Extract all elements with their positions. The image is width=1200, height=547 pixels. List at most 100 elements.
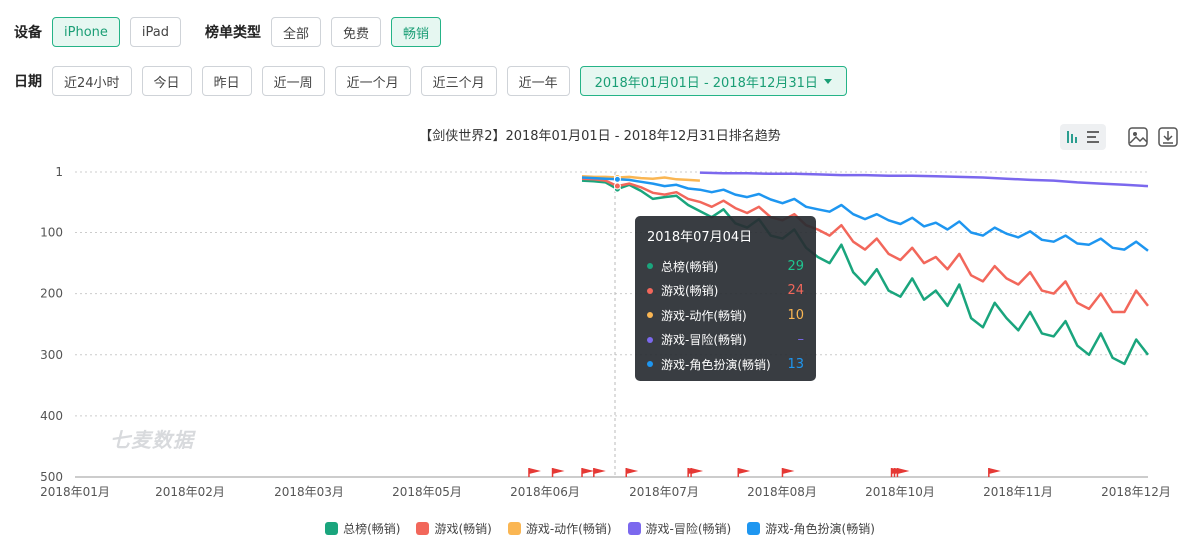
legend-swatch [325,522,339,535]
image-icon[interactable] [1127,126,1149,148]
dot-icon [647,287,653,294]
filter-row-date: 日期 近24小时 今日 昨日 近一周 近一个月 近三个月 近一年 2018年01… [14,66,857,96]
legend-label: 游戏(畅销) [434,522,492,536]
x-tick-label: 2018年07月 [629,485,699,499]
list-type-label: 榜单类型 [204,25,261,41]
watermark: 七麦数据 [110,428,194,452]
dot-icon [647,263,653,270]
event-flag-icon[interactable] [625,468,639,477]
legend-label: 游戏-冒险(畅销) [645,522,732,536]
event-flag-icon[interactable] [988,468,1001,477]
legend-swatch [507,522,521,535]
date-today-button[interactable]: 今日 [141,66,192,96]
legend-label: 游戏-角色扮演(畅销) [765,522,875,536]
event-flag-icon[interactable] [551,468,565,477]
bar-chart-icon[interactable] [1063,127,1103,147]
legend-item[interactable]: 游戏-冒险(畅销) [627,520,732,537]
tooltip-row-name: 游戏-动作(畅销) [661,308,747,323]
tooltip-row-name: 游戏-冒险(畅销) [661,333,747,348]
event-flag-icon[interactable] [896,468,910,477]
download-icon[interactable] [1157,126,1179,148]
legend-swatch [416,522,430,535]
x-tick-label: 2018年05月 [392,485,462,499]
list-icon [1087,131,1099,143]
download-button[interactable] [1156,124,1180,150]
x-tick-label: 2018年02月 [155,485,225,499]
list-type-grossing-button[interactable]: 畅销 [391,17,442,47]
tooltip-row: 总榜(畅销) 29 [647,254,804,279]
date-year-button[interactable]: 近一年 [506,66,570,96]
x-tick-label: 2018年03月 [274,485,344,499]
date-label: 日期 [14,74,42,90]
chart-title: 【剑侠世界2】2018年01月01日 - 2018年12月31日排名趋势 [419,128,781,144]
date-24h-button[interactable]: 近24小时 [52,66,132,96]
event-flag-icon[interactable] [690,468,704,477]
series-line-2 [581,175,700,182]
y-tick-label: 1 [55,165,63,179]
tooltip-row: 游戏-动作(畅销) 10 [647,303,804,328]
tooltip-row: 游戏(畅销) 24 [647,279,804,304]
filter-row-device: 设备 iPhone iPad 榜单类型 全部 免费 畅销 [14,17,451,47]
chevron-down-icon [823,78,832,84]
x-tick-label: 2018年10月 [865,485,935,499]
legend-item[interactable]: 总榜(畅销) [325,520,400,537]
date-yesterday-button[interactable]: 昨日 [201,66,252,96]
device-label: 设备 [14,25,42,41]
date-week-button[interactable]: 近一周 [261,66,325,96]
legend-label: 游戏-动作(畅销) [525,522,612,536]
y-tick-label: 400 [40,409,63,423]
chart-view-toggle[interactable] [1060,124,1106,150]
tooltip-row-value: 29 [787,258,804,274]
legend-item[interactable]: 游戏(畅销) [416,520,492,537]
x-tick-label: 2018年11月 [983,485,1053,499]
tooltip-date: 2018年07月04日 [647,230,753,245]
series-line-3 [699,171,1149,188]
date-range-text: 2018年01月01日 - 2018年12月31日 [594,75,818,91]
y-tick-label: 300 [40,348,63,362]
device-ipad-button[interactable]: iPad [129,17,181,47]
event-flag-icon[interactable] [781,468,795,477]
list-type-all-button[interactable]: 全部 [270,17,321,47]
tooltip-row: 游戏-角色扮演(畅销) 13 [647,352,804,377]
tooltip-row-name: 游戏(畅销) [661,284,719,299]
event-flag-icon[interactable] [593,468,606,477]
legend-swatch [627,522,641,535]
legend-item[interactable]: 游戏-角色扮演(畅销) [747,520,875,537]
series-point [613,175,621,183]
tooltip-row: 游戏-冒险(畅销) – [647,328,804,353]
tooltip-row-value: 10 [787,307,804,323]
series-line-0 [581,179,1149,366]
x-tick-label: 2018年08月 [747,485,817,499]
date-range-dropdown[interactable]: 2018年01月01日 - 2018年12月31日 [579,66,847,96]
tooltip-row-name: 总榜(畅销) [661,259,719,274]
series-line-4 [581,176,1149,252]
legend-item[interactable]: 游戏-动作(畅销) [507,520,612,537]
y-tick-label: 500 [40,470,63,484]
series-point [613,182,621,190]
chart-tooltip: 2018年07月04日 总榜(畅销) 29 游戏(畅销) 24 游戏-动作(畅销) 1… [635,216,816,381]
save-image-button[interactable] [1126,124,1150,150]
tooltip-row-value: – [797,332,805,348]
date-month-button[interactable]: 近一个月 [334,66,411,96]
date-3months-button[interactable]: 近三个月 [420,66,497,96]
chart-legend: 总榜(畅销) 游戏(畅销) 游戏-动作(畅销) 游戏-冒险(畅销) 游戏-角色扮演(畅销… [0,520,1200,537]
event-flag-icon[interactable] [737,468,751,477]
event-flag-icon[interactable] [581,468,595,477]
x-tick-label: 2018年12月 [1101,485,1171,499]
tooltip-row-name: 游戏-角色扮演(畅销) [661,357,771,372]
legend-label: 总榜(畅销) [343,522,401,536]
series-line-1 [581,177,1149,314]
x-tick-label: 2018年01月 [40,485,110,499]
event-flag-icon[interactable] [528,468,541,477]
tooltip-row-value: 13 [787,356,804,372]
device-iphone-button[interactable]: iPhone [52,17,120,47]
dot-icon [647,336,653,343]
dot-icon [647,361,653,368]
y-tick-label: 100 [40,226,63,240]
tooltip-row-value: 24 [787,283,804,299]
legend-swatch [747,522,761,535]
x-tick-label: 2018年06月 [510,485,580,499]
y-tick-label: 200 [40,287,63,301]
list-type-free-button[interactable]: 免费 [331,17,382,47]
